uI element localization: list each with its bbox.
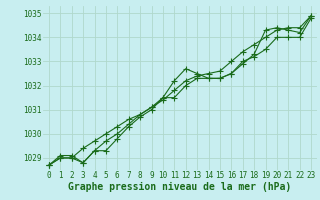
- X-axis label: Graphe pression niveau de la mer (hPa): Graphe pression niveau de la mer (hPa): [68, 182, 292, 192]
